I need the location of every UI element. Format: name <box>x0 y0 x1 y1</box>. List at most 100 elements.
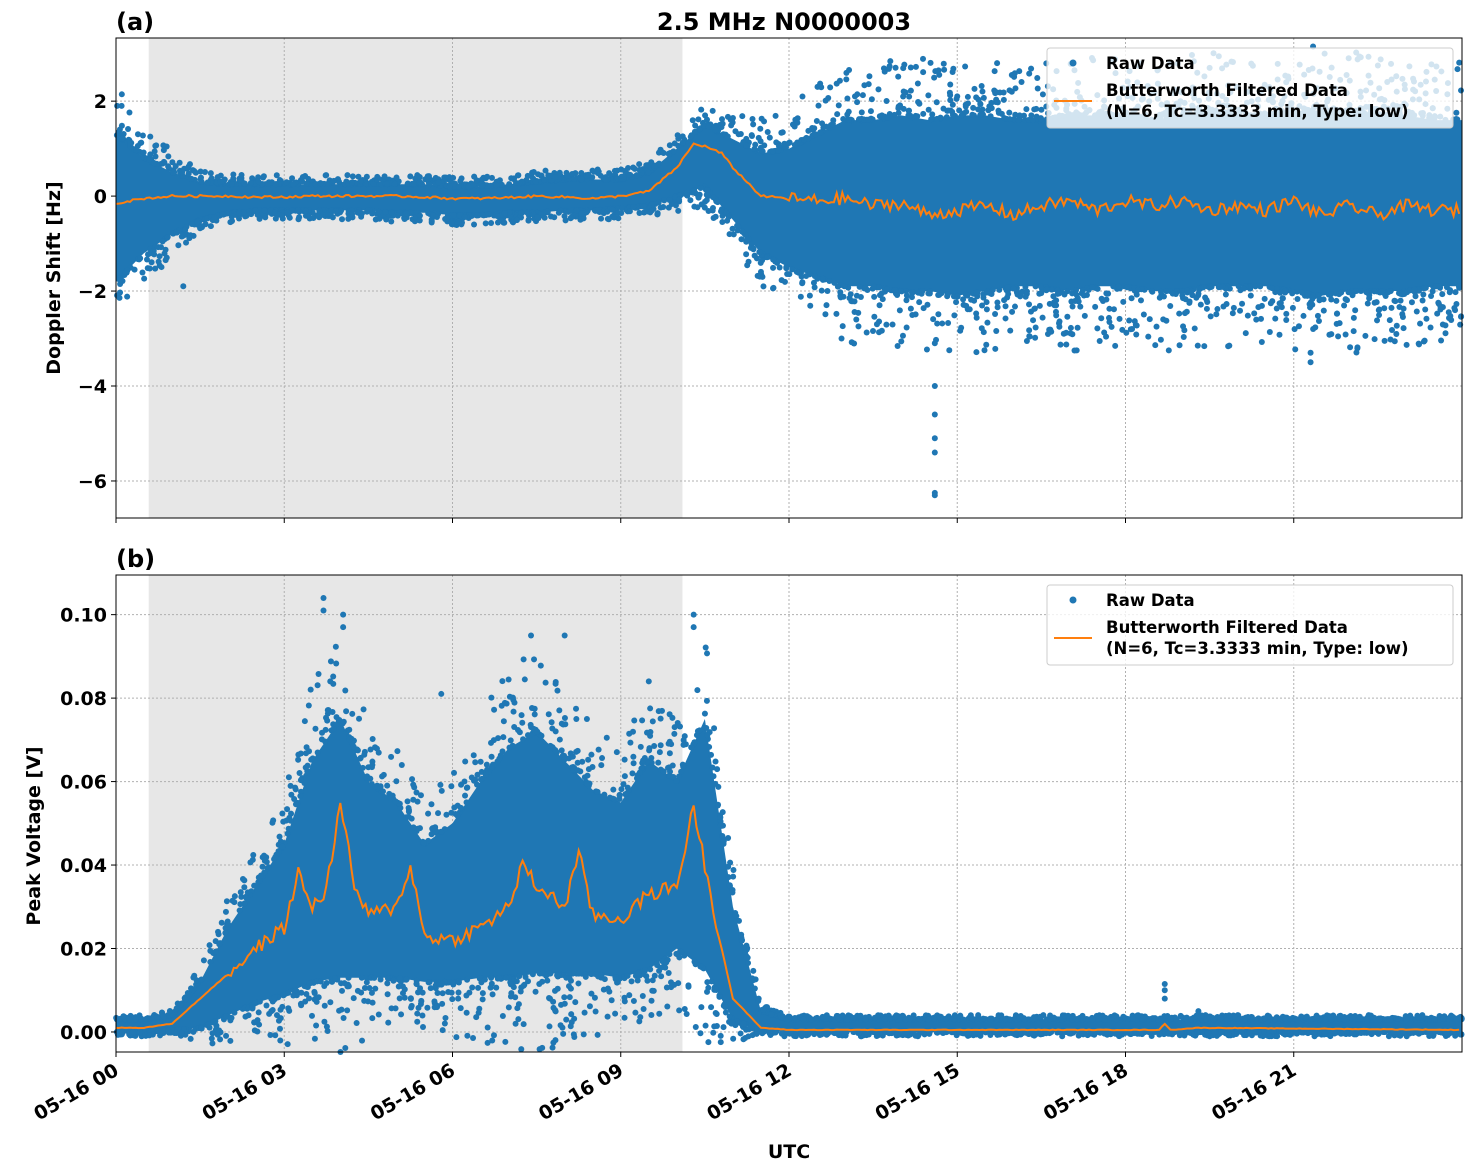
raw-data-point <box>817 129 824 136</box>
y-tick-label: −4 <box>78 376 107 398</box>
raw-data-point <box>1206 1013 1213 1020</box>
raw-data-point <box>912 112 919 119</box>
raw-data-point <box>515 1001 522 1008</box>
raw-data-point <box>396 995 403 1002</box>
raw-data-point <box>507 981 514 988</box>
raw-data-point <box>847 291 854 298</box>
raw-data-point <box>207 958 214 965</box>
raw-data-point <box>344 172 351 179</box>
raw-data-point <box>373 745 380 752</box>
raw-data-point <box>993 89 1000 96</box>
raw-data-point <box>1363 289 1370 296</box>
raw-data-point <box>588 751 595 758</box>
raw-data-point <box>1116 315 1123 322</box>
raw-data-point <box>1092 303 1099 310</box>
raw-data-point <box>704 732 711 739</box>
raw-data-point <box>1012 1031 1019 1038</box>
raw-data-point <box>1300 312 1307 319</box>
raw-data-point <box>321 1002 328 1009</box>
raw-data-point <box>692 961 699 968</box>
raw-data-point <box>863 329 870 336</box>
raw-data-point <box>598 971 605 978</box>
raw-data-point <box>947 97 954 104</box>
raw-data-point <box>719 809 726 816</box>
raw-data-point <box>666 197 673 204</box>
raw-data-point <box>966 306 973 313</box>
raw-data-point <box>388 218 395 225</box>
raw-data-point <box>845 116 852 123</box>
raw-data-point <box>871 313 878 320</box>
raw-data-point <box>676 1007 683 1014</box>
raw-data-point <box>236 907 243 914</box>
y-ticks-a: 20−2−4−6 <box>78 91 116 493</box>
raw-data-outlier <box>1060 330 1067 337</box>
raw-data-point <box>319 211 326 218</box>
raw-data-point <box>207 947 214 954</box>
raw-data-point <box>217 940 224 947</box>
raw-data-point <box>1057 341 1064 348</box>
raw-data-point <box>1388 304 1395 311</box>
raw-data-point <box>750 121 757 128</box>
raw-data-point <box>392 798 399 805</box>
raw-data-point <box>825 94 832 101</box>
raw-data-point <box>606 988 613 995</box>
raw-data-point <box>648 1011 655 1018</box>
raw-data-point <box>479 183 486 190</box>
raw-data-point <box>1011 70 1018 77</box>
raw-data-point <box>479 990 486 997</box>
raw-data-point <box>697 1030 704 1037</box>
raw-data-point <box>1179 292 1186 299</box>
raw-data-point <box>510 708 517 715</box>
raw-data-point <box>962 103 969 110</box>
raw-data-point <box>949 69 956 76</box>
raw-data-point <box>621 756 628 763</box>
raw-data-point <box>849 298 856 305</box>
raw-data-point <box>545 711 552 718</box>
raw-data-point <box>656 749 663 756</box>
raw-data-point <box>434 989 441 996</box>
raw-data-point <box>449 978 456 985</box>
raw-data-point <box>1056 323 1063 330</box>
raw-data-point <box>745 1033 752 1040</box>
raw-data-point <box>964 93 971 100</box>
raw-data-point <box>732 911 739 918</box>
raw-data-point <box>931 74 938 81</box>
raw-data-point <box>518 1046 525 1053</box>
raw-data-point <box>170 169 177 176</box>
raw-data-point <box>632 1009 639 1016</box>
raw-data-point <box>1331 1029 1338 1036</box>
raw-data-point <box>1393 330 1400 337</box>
raw-data-point <box>1427 324 1434 331</box>
raw-data-point <box>1129 326 1136 333</box>
raw-data-point <box>1026 70 1033 77</box>
raw-data-point <box>655 759 662 766</box>
chart-title: 2.5 MHz N0000003 <box>657 8 911 36</box>
raw-data-point <box>989 286 996 293</box>
raw-data-point <box>725 213 732 220</box>
raw-data-point <box>247 859 254 866</box>
raw-data-point <box>357 755 364 762</box>
raw-data-point <box>1032 283 1039 290</box>
raw-data-point <box>186 991 193 998</box>
raw-data-point <box>856 283 863 290</box>
raw-data-point <box>988 99 995 106</box>
raw-data-point <box>939 320 946 327</box>
raw-data-point <box>256 998 263 1005</box>
raw-data-point <box>895 105 902 112</box>
raw-data-point <box>729 887 736 894</box>
raw-data-point <box>770 256 777 263</box>
raw-data-point <box>416 174 423 181</box>
raw-data-point <box>1240 285 1247 292</box>
raw-data-point <box>766 134 773 141</box>
raw-data-point <box>799 93 806 100</box>
raw-data-point <box>1246 1029 1253 1036</box>
raw-data-point <box>807 302 814 309</box>
raw-data-point <box>165 163 172 170</box>
raw-data-point <box>134 131 141 138</box>
raw-data-point <box>718 208 725 215</box>
raw-data-point <box>1314 312 1321 319</box>
raw-data-point <box>751 985 758 992</box>
raw-data-point <box>846 67 853 74</box>
raw-data-point <box>363 173 370 180</box>
